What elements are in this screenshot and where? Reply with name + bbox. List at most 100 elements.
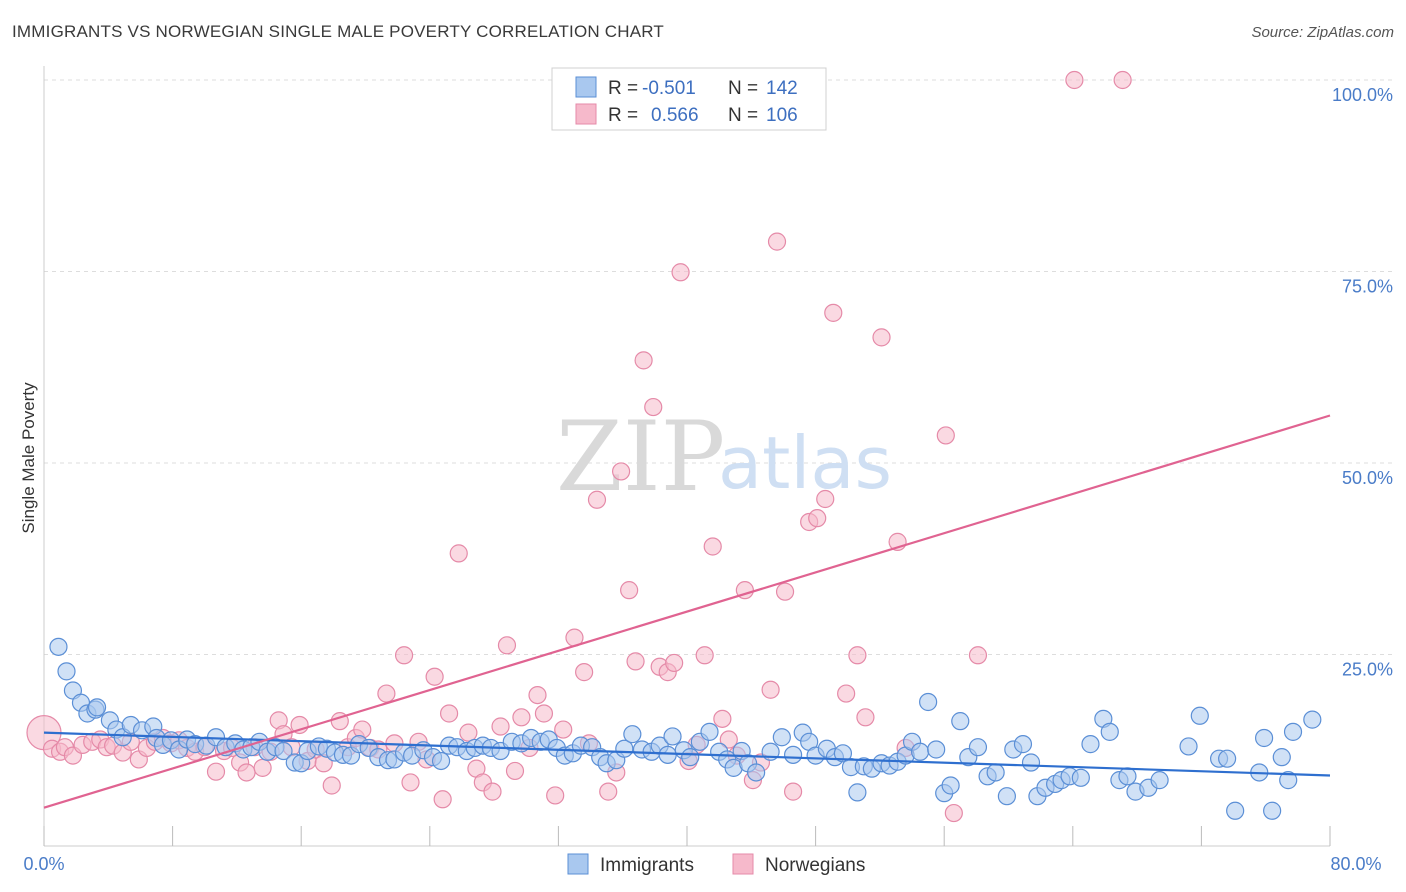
legend-label-immigrants: Immigrants	[600, 855, 694, 876]
norwegians-point	[1065, 70, 1084, 90]
norwegians-point	[599, 782, 618, 801]
norwegians-point	[1113, 70, 1132, 90]
norwegians-point	[837, 684, 856, 703]
stats-n-label-immigrants: N =	[728, 78, 758, 99]
stats-r-value-norwegians: 0.566	[651, 105, 699, 126]
immigrants-point	[1071, 768, 1090, 787]
y-tick-label: 50.0%	[1342, 468, 1393, 488]
y-tick-label: 100.0%	[1332, 85, 1393, 105]
norwegians-point	[626, 652, 645, 671]
immigrants-point	[1263, 801, 1282, 820]
bottom-legend: Immigrants Norwegians	[567, 853, 865, 876]
immigrants-point	[747, 763, 766, 782]
stats-legend-swatch-immigrants	[575, 76, 597, 98]
axes	[43, 66, 1331, 847]
norwegians-point	[401, 773, 420, 792]
norwegians-point	[237, 763, 256, 782]
immigrants-point	[1303, 710, 1322, 729]
immigrants-point	[431, 751, 451, 771]
norwegians-point	[497, 636, 517, 655]
stats-legend: R = -0.501 N = 142 R = 0.566 N = 106	[551, 67, 827, 131]
norwegians-point	[808, 509, 827, 528]
immigrants-point	[968, 738, 988, 757]
norwegians-point	[425, 667, 444, 686]
watermark-zip: ZIP	[556, 401, 725, 513]
norwegians-point	[695, 646, 714, 665]
watermark-atlas: atlas	[718, 421, 892, 505]
y-axis-label: Single Male Poverty	[19, 382, 38, 534]
norwegians-point	[483, 782, 502, 801]
stats-r-label-immigrants: R =	[608, 78, 638, 99]
immigrants-point	[658, 745, 677, 764]
norwegians-point	[377, 684, 396, 703]
norwegians-point	[703, 537, 722, 556]
stats-n-label-norwegians: N =	[728, 105, 758, 126]
norwegians-point	[936, 426, 955, 445]
norwegians-point	[767, 232, 787, 251]
norwegians-point	[554, 720, 573, 739]
norwegians-point	[775, 582, 795, 601]
watermark: ZIP atlas	[556, 401, 892, 513]
immigrants-point	[1081, 735, 1100, 754]
norwegians-point	[856, 708, 875, 727]
immigrants-point	[951, 712, 970, 731]
norwegians-point	[824, 303, 843, 322]
source-label: Source: ZipAtlas.com	[1251, 24, 1394, 41]
norwegians-point	[665, 653, 684, 673]
immigrants-point	[986, 763, 1005, 782]
y-tick-label: 25.0%	[1342, 660, 1393, 680]
norwegians-point	[505, 761, 525, 781]
norwegians-point	[644, 397, 663, 417]
immigrants-point	[57, 662, 76, 681]
immigrants-point	[1021, 753, 1041, 772]
norwegians-point	[634, 351, 653, 370]
norwegians-point	[713, 709, 732, 728]
immigrants-point	[1179, 737, 1198, 756]
immigrants-point	[919, 692, 938, 712]
norwegians-point	[761, 680, 780, 699]
norwegians-point	[611, 462, 631, 481]
stats-r-label-norwegians: R =	[608, 105, 638, 126]
norwegians-point	[968, 646, 988, 665]
immigrants-point	[783, 745, 803, 764]
immigrants-point	[848, 783, 867, 802]
immigrants-point	[87, 698, 107, 717]
immigrants-point	[1272, 748, 1291, 767]
norwegians-point	[394, 646, 414, 665]
norwegians-point	[322, 776, 341, 795]
norwegians-point	[848, 646, 867, 665]
immigrants-point	[1190, 706, 1209, 725]
immigrants-point	[623, 725, 642, 744]
immigrants-point	[927, 740, 946, 759]
x-tick-label-min: 0.0%	[23, 854, 64, 874]
immigrants-point	[663, 727, 682, 746]
immigrants-point	[997, 787, 1016, 806]
immigrants-point	[1254, 728, 1274, 748]
norwegians-point	[575, 663, 594, 682]
tick-labels: 25.0% 50.0% 75.0% 100.0% 0.0% 80.0%	[23, 85, 1393, 874]
norwegians-point	[719, 730, 738, 749]
immigrants-points	[49, 637, 1322, 820]
norwegians-trend-line	[43, 414, 1331, 809]
x-tick-label-max: 80.0%	[1330, 854, 1381, 874]
trend-lines	[43, 414, 1331, 809]
immigrants-point	[1100, 722, 1119, 741]
norwegians-point	[439, 704, 459, 723]
immigrants-point	[1226, 801, 1245, 820]
immigrants-point	[1218, 749, 1237, 768]
norwegians-point	[206, 762, 226, 781]
immigrants-point	[1013, 735, 1033, 754]
norwegians-point	[546, 786, 565, 805]
norwegians-point	[512, 708, 531, 727]
immigrants-point	[1150, 771, 1169, 790]
stats-legend-box	[551, 67, 827, 131]
stats-n-value-immigrants: 142	[766, 78, 798, 99]
norwegians-point	[783, 782, 803, 801]
stats-n-value-norwegians: 106	[766, 105, 798, 126]
legend-label-norwegians: Norwegians	[765, 855, 865, 876]
norwegians-point	[587, 490, 607, 509]
immigrants-point	[49, 637, 68, 656]
norwegians-point	[534, 704, 554, 723]
immigrants-point	[1118, 767, 1137, 786]
